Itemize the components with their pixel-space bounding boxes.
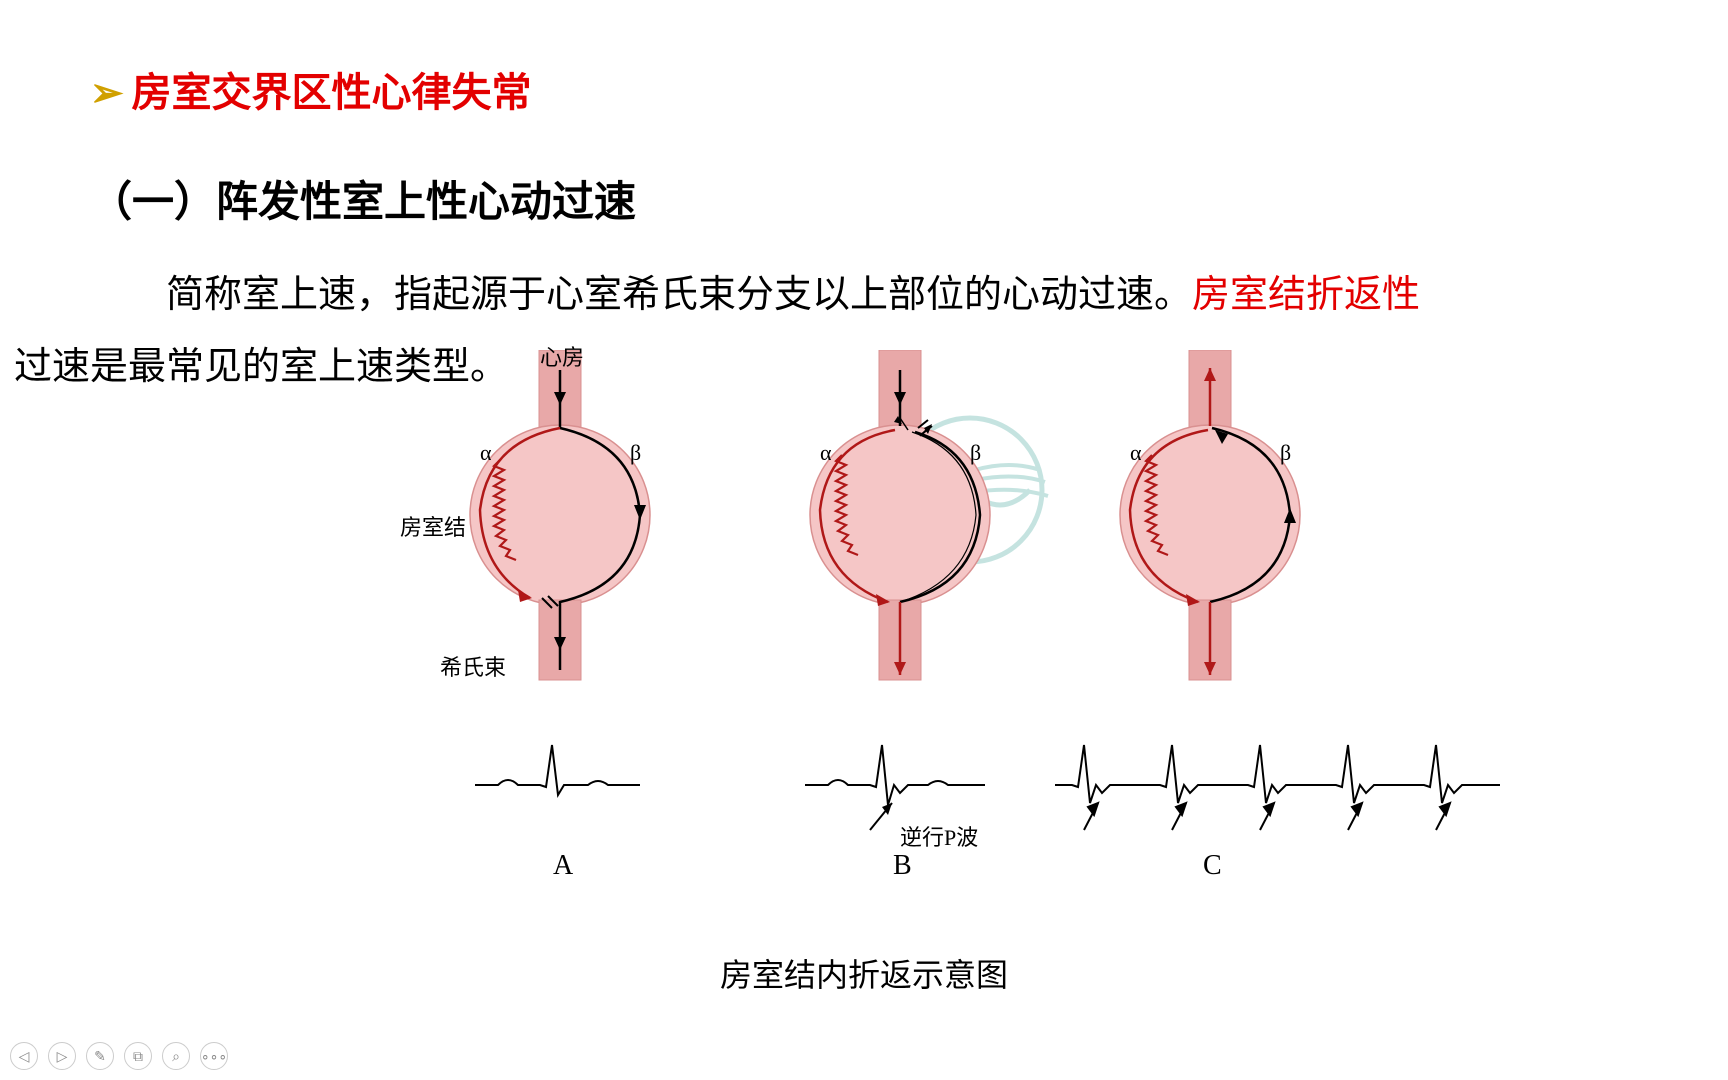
main-title: ➢房室交界区性心律失常 [90,60,1638,118]
figure-caption: 房室结内折返示意图 [720,950,1008,996]
label-alpha-b: α [820,440,832,466]
section-heading: （一）阵发性室上性心动过速 [90,168,1638,229]
next-button[interactable]: ▷ [48,1042,76,1070]
panel-label-a: A [553,850,573,882]
label-alpha-c: α [1130,440,1142,466]
diagram-panel-b [770,350,1030,730]
figure-area: 心房 α β 房室结 希氏束 A α β [0,340,1728,1020]
pen-button[interactable]: ✎ [86,1042,114,1070]
zoom-button[interactable]: ⌕ [162,1042,190,1070]
panel-label-c: C [1203,850,1222,882]
label-retro-p: 逆行P波 [900,820,978,852]
prev-button[interactable]: ◁ [10,1042,38,1070]
label-alpha-a: α [480,440,492,466]
bullet-icon: ➢ [90,71,124,115]
label-avnode: 房室结 [400,510,466,542]
ecg-c [1050,735,1510,845]
diagram-panel-c [1080,350,1340,730]
label-his: 希氏束 [440,650,506,682]
panel-label-b: B [893,850,912,882]
presentation-toolbar: ◁ ▷ ✎ ⧉ ⌕ ∘∘∘ [10,1042,228,1070]
more-button[interactable]: ∘∘∘ [200,1042,228,1070]
label-beta-c: β [1280,440,1291,466]
title-text: 房室交界区性心律失常 [132,71,532,115]
body-highlight: 房室结折返性 [1192,274,1420,316]
label-beta-b: β [970,440,981,466]
label-beta-a: β [630,440,641,466]
ecg-a [470,735,650,815]
body-part1: 简称室上速，指起源于心室希氏束分支以上部位的心动过速。 [166,274,1192,316]
screen-button[interactable]: ⧉ [124,1042,152,1070]
label-atrium: 心房 [540,340,584,372]
